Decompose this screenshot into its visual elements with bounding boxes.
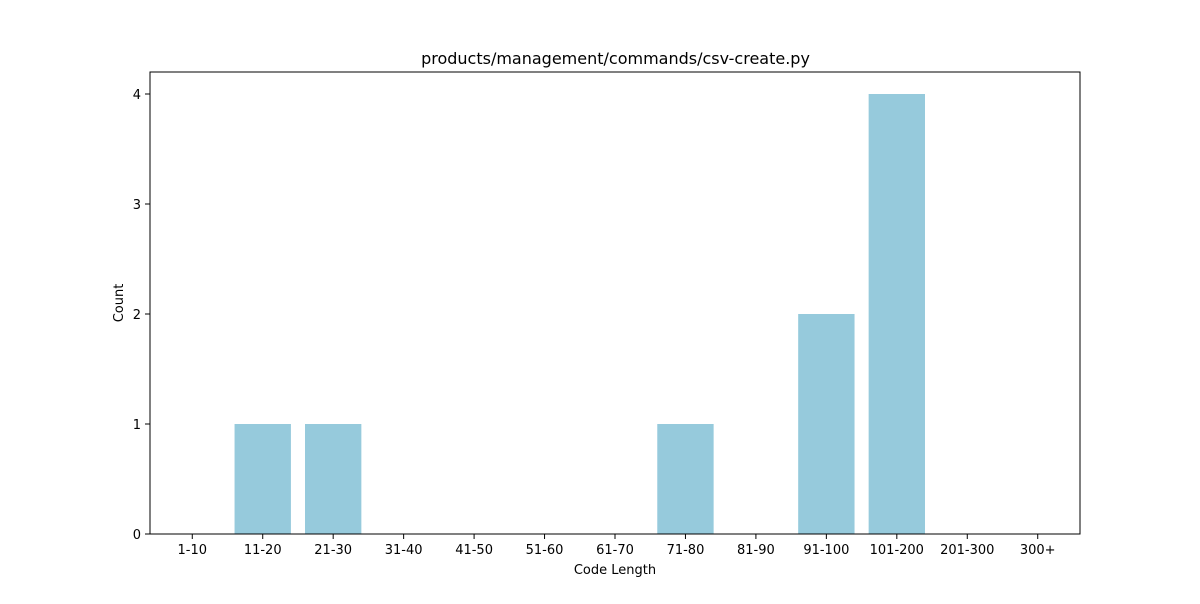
bar-101-200 xyxy=(868,94,925,534)
x-tick-label: 1-10 xyxy=(178,543,208,558)
y-tick-label: 1 xyxy=(133,418,141,433)
bar-11-20 xyxy=(234,424,291,534)
bar-91-100 xyxy=(798,314,855,534)
x-tick-label: 81-90 xyxy=(737,543,775,558)
x-axis: 1-10 11-20 21-30 31-40 41-50 51-60 61-70 71-80 8… xyxy=(178,534,1056,558)
chart-title: products/management/commands/csv-create.… xyxy=(421,49,810,68)
x-tick-label: 11-20 xyxy=(244,543,282,558)
y-tick-label: 0 xyxy=(133,528,141,543)
bar-71-80 xyxy=(657,424,714,534)
x-tick-label: 21-30 xyxy=(314,543,352,558)
x-tick-label: 201-300 xyxy=(940,543,994,558)
x-tick-label: 41-50 xyxy=(455,543,493,558)
x-tick-label: 300+ xyxy=(1020,543,1056,558)
y-axis-label: Count xyxy=(112,284,127,323)
y-axis: 0 1 2 3 4 xyxy=(133,88,150,543)
y-tick-label: 4 xyxy=(133,88,141,103)
x-tick-label: 31-40 xyxy=(385,543,423,558)
x-tick-label: 71-80 xyxy=(667,543,705,558)
y-tick-label: 3 xyxy=(133,198,141,213)
bars-layer xyxy=(234,94,925,534)
plot-frame xyxy=(149,71,1081,535)
x-tick-label: 61-70 xyxy=(596,543,634,558)
bar-21-30 xyxy=(305,424,362,534)
x-tick-label: 51-60 xyxy=(526,543,564,558)
x-axis-label: Code Length xyxy=(574,563,656,578)
y-tick-label: 2 xyxy=(133,308,141,323)
x-tick-label: 101-200 xyxy=(870,543,924,558)
x-tick-label: 91-100 xyxy=(803,543,849,558)
